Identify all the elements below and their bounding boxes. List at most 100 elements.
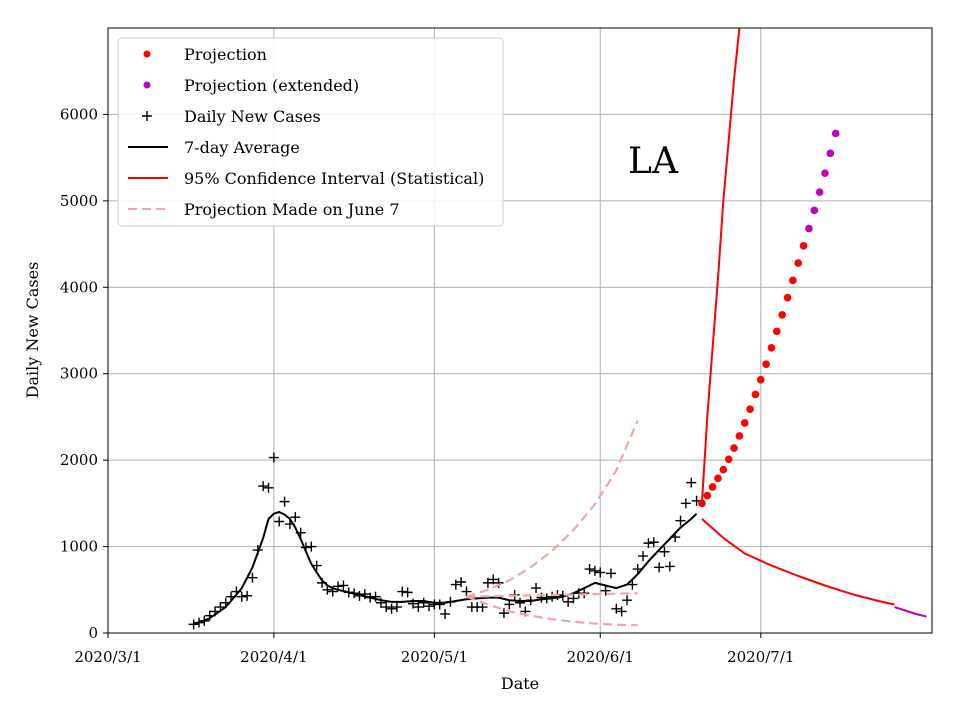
projection-point <box>735 432 744 440</box>
legend-entry-daily-new-cases: Daily New Cases <box>142 107 321 126</box>
daily-cases-point <box>638 551 649 562</box>
daily-cases-point <box>680 498 691 509</box>
projection-point <box>815 188 824 197</box>
legend-entry-7-day-average: 7-day Average <box>128 138 300 157</box>
series-projection-extended <box>805 129 840 233</box>
daily-cases-point <box>258 481 269 492</box>
projection-point <box>789 276 797 285</box>
daily-cases-point <box>306 541 317 552</box>
projection-point <box>719 465 728 474</box>
projection-point <box>810 206 819 215</box>
projection-point <box>756 375 765 384</box>
daily-cases-point <box>616 606 627 617</box>
legend-marker <box>142 111 152 121</box>
daily-cases-point <box>547 591 558 602</box>
daily-cases-point <box>456 577 467 588</box>
legend-label: Projection <box>184 45 267 64</box>
y-tick-label: 2000 <box>60 451 98 469</box>
daily-cases-point <box>338 580 349 591</box>
x-tick-label: 2020/5/1 <box>401 648 468 666</box>
x-axis-label: Date <box>501 674 539 693</box>
daily-cases-point <box>236 591 247 602</box>
series-projection-made-on-june-7-middle <box>466 592 638 598</box>
projection-point <box>708 483 717 491</box>
projection-point <box>730 444 738 452</box>
series-projection <box>698 242 808 508</box>
daily-cases-point <box>675 515 686 526</box>
daily-cases-point <box>611 603 622 614</box>
y-tick-label: 1000 <box>60 538 98 556</box>
daily-cases-point <box>263 482 274 493</box>
series-line <box>701 518 895 606</box>
daily-cases-point <box>450 579 461 590</box>
daily-cases-point <box>242 590 253 601</box>
projection-point <box>831 129 840 138</box>
daily-cases-point <box>381 602 392 613</box>
plot-frame <box>107 27 933 634</box>
projection-point <box>740 419 749 427</box>
projection-point <box>746 405 754 413</box>
legend-entry-projection-extended: Projection (extended) <box>143 76 359 95</box>
legend-label: 7-day Average <box>184 138 300 157</box>
legend-entry-projection-made-on-june-7: Projection Made on June 7 <box>128 200 400 219</box>
series-line <box>466 595 638 627</box>
legend-marker <box>143 50 151 58</box>
series-line <box>700 28 741 504</box>
daily-cases-point <box>402 587 413 598</box>
daily-cases-point <box>359 589 370 600</box>
daily-cases-point <box>643 538 654 549</box>
y-tick-label: 3000 <box>60 365 98 383</box>
daily-cases-point <box>563 596 574 607</box>
daily-cases-point <box>461 586 472 597</box>
daily-cases-point <box>477 602 488 613</box>
daily-cases-point <box>482 577 493 588</box>
projection-point <box>751 390 760 399</box>
projection-point <box>778 311 786 319</box>
daily-cases-point <box>515 597 525 608</box>
daily-cases-point <box>386 603 397 614</box>
legend: Projection Projection (extended) Daily New… <box>117 37 504 227</box>
daily-cases-point <box>290 512 301 523</box>
daily-cases-point <box>568 593 579 604</box>
daily-cases-point <box>605 568 616 579</box>
y-tick-label: 0 <box>88 624 98 642</box>
daily-cases-point <box>531 583 542 594</box>
plot-data <box>188 28 927 630</box>
region-annotation: LA <box>628 141 679 182</box>
daily-cases-point <box>488 574 499 585</box>
series-line <box>894 606 927 618</box>
legend-label: 95% Confidence Interval (Statistical) <box>184 169 484 188</box>
daily-cases-point <box>391 602 402 613</box>
series-7-day-average <box>193 511 698 626</box>
projection-point <box>826 149 835 158</box>
x-tick-label: 2020/7/1 <box>727 648 794 666</box>
legend-label: Projection Made on June 7 <box>184 200 400 219</box>
projection-point <box>783 293 792 302</box>
daily-cases-point <box>397 586 408 597</box>
projection-point <box>724 455 733 464</box>
daily-cases-point <box>584 564 595 575</box>
projection-point <box>698 499 706 508</box>
x-tick-label: 2020/3/1 <box>74 648 141 666</box>
daily-cases-point <box>627 579 638 590</box>
daily-cases-point <box>622 595 633 606</box>
daily-cases-point <box>434 599 445 610</box>
projection-point <box>773 327 781 336</box>
daily-cases-point <box>498 608 509 619</box>
legend-marker <box>143 81 151 89</box>
projection-point <box>703 491 712 500</box>
y-tick-label: 4000 <box>60 278 98 296</box>
daily-cases-point <box>440 608 451 619</box>
daily-cases-point <box>247 572 258 583</box>
daily-cases-point <box>418 597 429 608</box>
y-axis-label: Daily New Cases <box>23 262 42 399</box>
x-tick-label: 2020/4/1 <box>240 648 307 666</box>
projection-point <box>794 259 803 267</box>
legend-entry-projection: Projection <box>143 45 267 64</box>
daily-cases-point <box>654 562 665 573</box>
x-tick-label: 2020/6/1 <box>567 648 634 666</box>
legend-label: Daily New Cases <box>184 107 321 126</box>
daily-cases-point <box>600 585 611 596</box>
daily-cases-point <box>648 537 659 548</box>
